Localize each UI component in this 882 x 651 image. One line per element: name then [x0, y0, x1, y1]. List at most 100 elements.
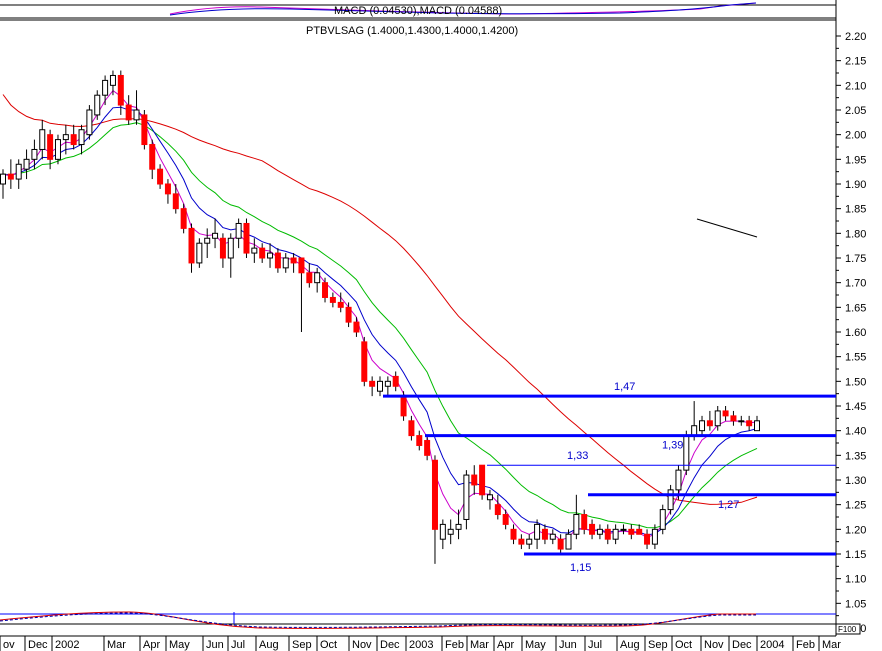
candle — [408, 415, 415, 441]
candle-up-body — [463, 474, 470, 520]
candle — [188, 223, 195, 273]
candle — [157, 164, 164, 189]
candle-down-body — [70, 134, 77, 146]
candle-down-body — [306, 272, 313, 284]
candle-up-body — [282, 257, 289, 269]
candle — [424, 435, 431, 461]
candle — [604, 524, 611, 545]
y-tick-label: 2.05 — [845, 105, 866, 117]
level-label: 1,39 — [662, 440, 683, 452]
x-tick-label: May — [169, 639, 190, 651]
candle — [541, 524, 548, 545]
candle — [219, 233, 226, 268]
candle-down-body — [706, 420, 713, 427]
y-tick-label: 1.45 — [845, 401, 866, 413]
candle — [534, 519, 541, 550]
x-axis: ov Dec 2002 Mar Apr May Jun Jul Aug Sep Oct Nov Dec 2… — [0, 635, 841, 651]
price-panel-frame: PTBVLSAG (1.4000,1.4300,1.4000,1.4200) — [0, 0, 837, 636]
candle — [518, 534, 525, 550]
x-tick-label: Mar — [470, 639, 489, 651]
candle — [164, 179, 171, 204]
candle-down-body — [149, 144, 156, 170]
candle-up-body — [596, 528, 603, 535]
candle — [573, 494, 580, 540]
candle-down-body — [589, 523, 596, 535]
candle-up-body — [651, 528, 658, 545]
candle — [259, 243, 266, 263]
x-tick-label: Dec — [28, 639, 48, 651]
candle — [329, 292, 336, 308]
y-tick-label: 2.00 — [845, 130, 866, 142]
candle — [644, 529, 651, 550]
candle-up-body — [549, 533, 556, 540]
level-label: 1,27 — [718, 499, 739, 511]
candle — [730, 410, 737, 426]
candle-down-body — [722, 410, 729, 417]
candle-down-body — [644, 533, 651, 545]
candle-down-body — [479, 464, 486, 496]
candle — [204, 228, 211, 258]
candle — [486, 489, 493, 510]
candle — [133, 90, 140, 125]
x-tick-label: Sep — [648, 639, 668, 651]
y-tick-label: 1.70 — [845, 278, 866, 290]
candle-down-body — [259, 247, 266, 259]
candle-down-body — [219, 237, 226, 259]
y-tick-label: 1.30 — [845, 475, 866, 487]
candle — [439, 519, 446, 550]
level-label: 1,15 — [570, 562, 591, 574]
candle-up-body — [573, 514, 580, 535]
candle — [471, 465, 478, 495]
y-tick-label: 1.60 — [845, 327, 866, 339]
x-tick-label: Aug — [259, 639, 279, 651]
candle — [447, 519, 454, 545]
candle-up-body — [384, 380, 391, 387]
candle — [282, 253, 289, 273]
y-tick-label: 1.15 — [845, 549, 866, 561]
candle — [683, 430, 690, 476]
candle-up-body — [314, 272, 321, 284]
candle — [636, 524, 643, 535]
candle-down-body — [518, 538, 525, 545]
candle-down-body — [746, 420, 753, 427]
y-tick-label: 1.65 — [845, 302, 866, 314]
ma-blue-line — [2, 106, 758, 536]
candle — [23, 149, 30, 180]
y-tick-label: 2.15 — [845, 56, 866, 68]
candle — [706, 410, 713, 431]
candle — [722, 405, 729, 421]
candle-up-body — [486, 494, 493, 501]
candle — [337, 292, 344, 313]
candle — [620, 524, 627, 535]
y-tick-label: 1.95 — [845, 154, 866, 166]
candle-up-body — [39, 129, 46, 150]
y-tick-label: 1.25 — [845, 500, 866, 512]
candle-down-body — [125, 104, 132, 121]
candle-down-body — [243, 222, 250, 254]
candle-down-body — [604, 528, 611, 540]
candle — [494, 494, 501, 520]
candle — [117, 70, 124, 115]
candle-up-body — [133, 109, 140, 121]
x-tick-label: Dec — [380, 639, 400, 651]
y-tick-label: 1.85 — [845, 204, 866, 216]
x-tick-label: Apr — [143, 639, 160, 651]
candle — [754, 415, 760, 432]
candle-up-body — [439, 523, 446, 540]
candles — [0, 70, 760, 564]
bottom-panel: F100 — [0, 611, 861, 635]
candle-up-body — [109, 74, 116, 86]
candle-down-body — [345, 306, 352, 323]
candle — [102, 75, 109, 106]
candle — [738, 415, 745, 426]
x-tick-label: May — [525, 639, 546, 651]
support-resistance-levels: 1,47 1,39 1,33 1,27 1,15 — [383, 381, 836, 574]
candle-down-body — [730, 415, 737, 422]
candle — [47, 129, 54, 170]
candle — [78, 124, 85, 155]
candle-down-body — [188, 227, 195, 264]
candle-down-body — [541, 528, 548, 540]
level-label: 1,47 — [614, 381, 635, 393]
candle — [94, 90, 101, 120]
